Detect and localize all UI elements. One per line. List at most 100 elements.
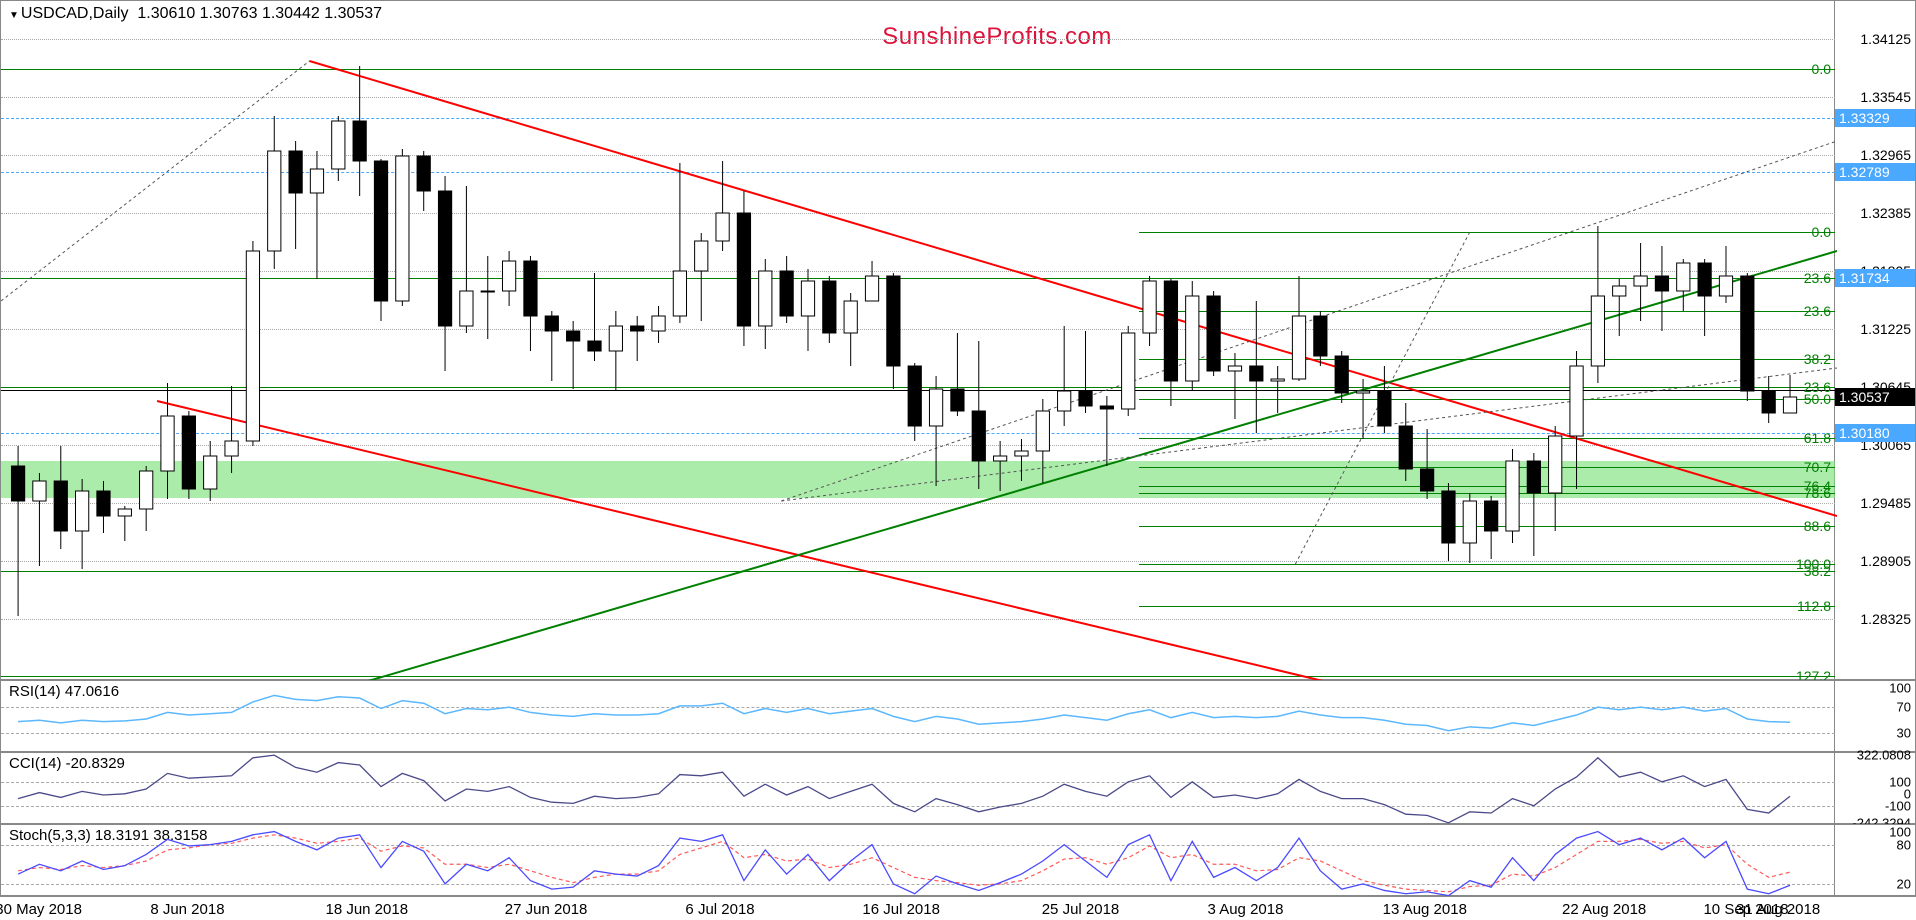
rsi-plot [1, 681, 1837, 753]
candle-body [1164, 281, 1177, 381]
yaxis-label: 1.28325 [1860, 611, 1911, 627]
candle-body [844, 301, 857, 333]
candle-body [567, 331, 580, 341]
candle-body [246, 251, 259, 441]
candle-body [396, 156, 409, 301]
candle-body [1356, 391, 1369, 393]
trend-line [781, 368, 1837, 501]
candle-body [929, 389, 942, 426]
candle-body [1591, 296, 1604, 366]
candle-body [972, 411, 985, 461]
stoch-yaxis: 1008020 [1834, 825, 1915, 895]
candle-body [140, 471, 153, 509]
candle-body [1527, 461, 1540, 493]
stoch-panel: Stoch(5,3,3) 18.3191 38.31581008020 [0, 824, 1916, 896]
candle-body [1143, 281, 1156, 333]
candle-body [161, 416, 174, 471]
candle-body [887, 276, 900, 366]
candle-body [1335, 356, 1348, 393]
candle-body [1100, 406, 1113, 409]
candle-body [1570, 366, 1583, 436]
candle-body [908, 366, 921, 426]
trend-line [1, 61, 309, 301]
candle-body [631, 326, 644, 331]
xaxis-label: 13 Aug 2018 [1383, 901, 1467, 918]
candle-body [673, 271, 686, 316]
xaxis-label: 27 Jun 2018 [505, 901, 588, 918]
candle-body [332, 121, 345, 169]
candle-body [1079, 391, 1092, 406]
candle-body [1655, 276, 1668, 291]
yaxis-label: 100 [1889, 680, 1911, 695]
candle-body [1634, 276, 1647, 286]
xaxis-label: 18 Jun 2018 [325, 901, 408, 918]
candle-body [289, 151, 302, 193]
candle-body [609, 326, 622, 351]
yaxis-label: 1.29485 [1860, 495, 1911, 511]
yaxis-label: 1.32385 [1860, 205, 1911, 221]
yaxis-label: 30 [1897, 726, 1911, 741]
candle-body [502, 261, 515, 291]
cci-panel: CCI(14) -20.8329322.08081000-100-242.329… [0, 752, 1916, 824]
candle-body [225, 441, 238, 456]
yaxis-label: -100 [1885, 798, 1911, 813]
candle-body [460, 291, 473, 326]
candle-body [1613, 286, 1626, 296]
candle-body [481, 291, 494, 292]
candle-body [438, 191, 451, 326]
candle-body [994, 456, 1007, 461]
candle-body [1122, 333, 1135, 409]
candle-body [417, 156, 430, 191]
candle-body [801, 281, 814, 316]
candle-body [182, 416, 195, 489]
candle-body [97, 491, 110, 516]
stoch-plot [1, 825, 1837, 897]
candle-body [1015, 451, 1028, 456]
candle-body [268, 151, 281, 251]
price-box: 1.33329 [1835, 109, 1915, 127]
cci-plot [1, 753, 1837, 825]
main-plot [1, 1, 1837, 681]
candle-body [1741, 276, 1754, 391]
price-box: 1.30180 [1835, 424, 1915, 442]
candle-body [545, 316, 558, 331]
candle-body [737, 213, 750, 326]
candle-body [1207, 296, 1220, 371]
candle-body [1420, 469, 1433, 491]
candle-body [951, 389, 964, 411]
xaxis-label: 30 May 2018 [0, 901, 82, 918]
candle-body [1186, 296, 1199, 381]
candle-body [588, 341, 601, 351]
candle-body [780, 271, 793, 316]
candle-body [353, 121, 366, 161]
price-box: 1.30537 [1835, 388, 1915, 406]
candle-body [1314, 316, 1327, 356]
rsi-yaxis: 1007030 [1834, 681, 1915, 751]
trend-line [309, 61, 1837, 516]
candle-body [1463, 501, 1476, 543]
candle-body [695, 241, 708, 271]
price-box: 1.31734 [1835, 269, 1915, 287]
stoch-line [18, 832, 1790, 896]
candle-body [1036, 411, 1049, 451]
xaxis-label: 22 Aug 2018 [1562, 901, 1646, 918]
candle-body [1677, 263, 1690, 291]
xaxis-label: 6 Jul 2018 [685, 901, 754, 918]
yaxis-label: 20 [1897, 876, 1911, 891]
price-box: 1.32789 [1835, 163, 1915, 181]
xaxis-label: 8 Jun 2018 [150, 901, 224, 918]
xaxis-label: 10 Sep 2018 [1703, 901, 1788, 918]
yaxis-label: 1.33545 [1860, 89, 1911, 105]
candle-body [1228, 366, 1241, 371]
yaxis-label: 322.0808 [1857, 748, 1911, 763]
candle-body [1485, 501, 1498, 531]
candle-body [54, 481, 67, 531]
cci-yaxis: 322.08081000-100-242.3294 [1834, 753, 1915, 823]
yaxis-label: 1.34125 [1860, 31, 1911, 47]
candle-body [1292, 316, 1305, 379]
candle-body [118, 509, 131, 516]
trend-line [368, 251, 1837, 681]
candle-body [1271, 379, 1284, 381]
candle-body [1442, 491, 1455, 543]
candle-body [865, 276, 878, 301]
